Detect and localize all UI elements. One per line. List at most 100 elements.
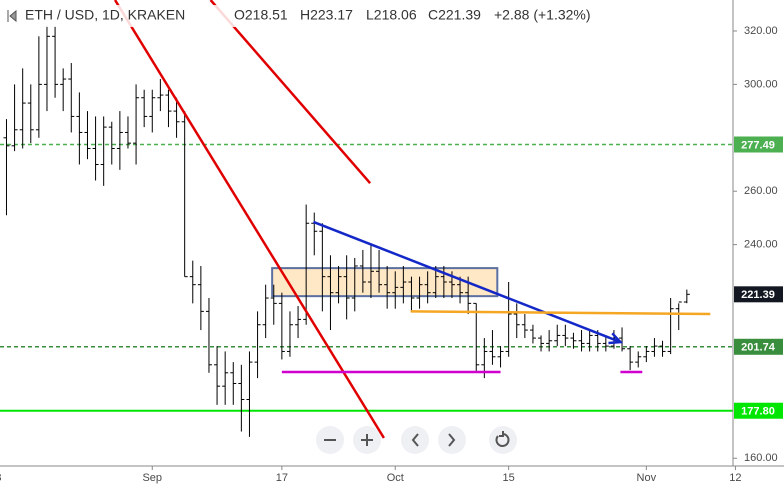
ohlc-bar [319, 223, 326, 312]
reset-icon [495, 431, 510, 447]
plot-area [0, 0, 733, 439]
header: ETH / USD, 1D, KRAKEN O218.51 H223.17 L2… [2, 5, 592, 27]
header-bg [2, 5, 592, 27]
toolbar [316, 426, 517, 454]
ohlc-bar [392, 271, 399, 309]
ohlc-bar [473, 302, 480, 373]
ohlc-bar [303, 204, 310, 325]
left-icon [411, 433, 419, 447]
ohlc-bar [124, 116, 131, 149]
x-tick-label: 17 [276, 472, 288, 484]
high: H223.17 [300, 7, 353, 23]
ohlc-bar [489, 330, 496, 365]
close: C221.39 [428, 7, 481, 23]
change: +2.88 (+1.32%) [494, 7, 591, 23]
level-label: 177.80 [741, 406, 775, 418]
ohlc-bar [76, 92, 83, 165]
x-tick-label: Sep [142, 472, 162, 484]
x-tick-label: 3 [0, 472, 1, 484]
ohlc-bar [457, 276, 464, 304]
scroll-left-button[interactable] [401, 426, 429, 454]
scroll-right-button[interactable] [438, 426, 466, 454]
ohlc-bar [157, 79, 164, 112]
ohlc-bar [173, 97, 180, 138]
ohlc-bar [351, 257, 358, 312]
ohlc-bar [286, 311, 293, 357]
ohlc-bar [3, 119, 10, 216]
symbol: ETH / USD, 1D, KRAKEN [25, 7, 185, 23]
ohlc-bar [562, 324, 569, 347]
ohlc-bar [230, 362, 237, 405]
ohlc-bar [513, 303, 520, 339]
ohlc-bar [327, 255, 334, 331]
ohlc-bar [400, 265, 407, 304]
y-tick-label: 160.00 [744, 452, 778, 464]
level-label-bg [734, 286, 783, 303]
ohlc-bar [295, 306, 302, 339]
ohlc-bar [683, 289, 690, 304]
ohlc-bar [270, 284, 277, 325]
y-tick-label: 320.00 [744, 25, 778, 37]
ohlc-bar [408, 276, 415, 312]
ohlc-bar [586, 330, 593, 352]
ohlc-bar [149, 89, 156, 133]
ohlc-bar [602, 335, 609, 352]
ohlc-bar [84, 111, 91, 160]
ohlc-bar [359, 249, 366, 293]
ohlc-bar [19, 68, 26, 149]
ohlc-bar [100, 116, 107, 186]
trendline [410, 310, 711, 316]
ohlc-bar [68, 63, 75, 133]
low: L218.06 [366, 7, 417, 23]
ohlc-bar [416, 276, 423, 309]
ohlc-bar [52, 25, 59, 98]
ohlc-bar [108, 121, 115, 165]
ohlc-bar [335, 265, 342, 304]
x-tick-label: Oct [387, 472, 404, 484]
ohlc-bar [343, 255, 350, 320]
ohlc-bar [222, 351, 229, 405]
ohlc-bar [214, 346, 221, 405]
ohlc-bar [197, 265, 204, 331]
level-label-bg [734, 402, 783, 419]
ohlc-bar [538, 335, 545, 352]
ohlc-bar [578, 330, 585, 352]
x-tick-label: 12 [729, 472, 741, 484]
level-label: 221.39 [741, 289, 775, 301]
y-tick-label: 240.00 [744, 239, 778, 251]
ohlc-bar [529, 324, 536, 344]
ohlc-bar [384, 265, 391, 309]
ohlc-bar [619, 327, 626, 352]
ohlc-bar [238, 364, 245, 432]
level-label: 277.49 [741, 139, 775, 151]
y-tick-label: 300.00 [744, 78, 778, 90]
ohlc-bar [133, 84, 140, 165]
ohlc-bar [141, 89, 148, 128]
ohlc-bar [262, 284, 269, 339]
level-label: 201.74 [741, 342, 776, 354]
level-label-bg [734, 338, 783, 355]
collapse-icon[interactable] [7, 9, 17, 23]
ohlc-bar [505, 282, 512, 357]
ohlc-bar [27, 84, 34, 144]
reset-button[interactable] [489, 426, 517, 454]
ohlc-bar [497, 346, 504, 368]
trendline [312, 220, 621, 344]
ohlc-bar [432, 265, 439, 299]
y-tick-label: 260.00 [744, 185, 778, 197]
ohlc-bar [627, 346, 634, 371]
trendline [209, 0, 372, 185]
ohlc-bar [424, 271, 431, 304]
ohlc-bar [635, 351, 642, 368]
level-label-bg [734, 136, 783, 153]
arrow-head [608, 332, 624, 345]
open: O218.51 [234, 7, 288, 23]
ohlc-bar [554, 324, 561, 347]
right-icon [448, 433, 456, 447]
ohlc-bar [60, 68, 67, 112]
ohlc-bar [546, 330, 553, 352]
ohlc-bar [440, 265, 447, 299]
ohlc-bar [35, 36, 42, 138]
